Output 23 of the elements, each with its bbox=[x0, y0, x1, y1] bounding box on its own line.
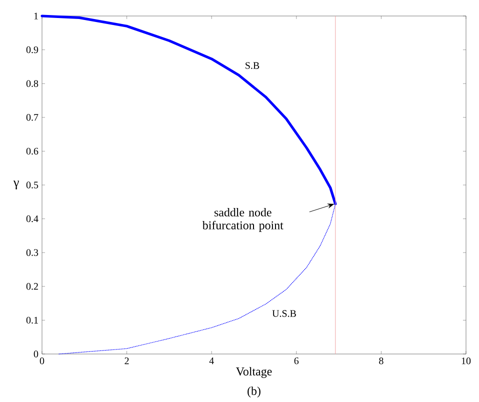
y-tick-label: 0.6 bbox=[26, 148, 38, 155]
y-tick-label: 0.9 bbox=[26, 46, 38, 54]
y-tick-label: 0.7 bbox=[26, 114, 38, 121]
y-tick-label: 0 bbox=[34, 350, 38, 358]
y-tick-label: 0.4 bbox=[26, 215, 38, 222]
annotation: saddle node bifurcation point bbox=[202, 208, 284, 232]
x-tick-label: 6 bbox=[294, 358, 299, 364]
y-tick-label: 0.5 bbox=[26, 182, 38, 188]
text: (b) bbox=[248, 386, 260, 398]
y-tick-label: 0.1 bbox=[26, 316, 38, 324]
x-tick-label: 10 bbox=[462, 358, 471, 364]
y-tick-label: 1 bbox=[34, 12, 38, 20]
y-tick-label: 0.3 bbox=[26, 249, 38, 256]
x-tick-label: 2 bbox=[124, 358, 129, 364]
y-tick-label: 0.2 bbox=[26, 283, 38, 290]
x-tick-label: 4 bbox=[209, 358, 214, 364]
x-tick-label: 8 bbox=[379, 358, 384, 364]
x-axis-title: Voltage bbox=[236, 367, 272, 378]
series-label: S.B bbox=[246, 62, 260, 69]
x-tick-label: 0 bbox=[40, 358, 44, 364]
y-tick-label: 0.8 bbox=[26, 80, 38, 87]
y-axis-title: γ bbox=[13, 180, 19, 190]
series-label: U.S.B bbox=[272, 310, 296, 317]
